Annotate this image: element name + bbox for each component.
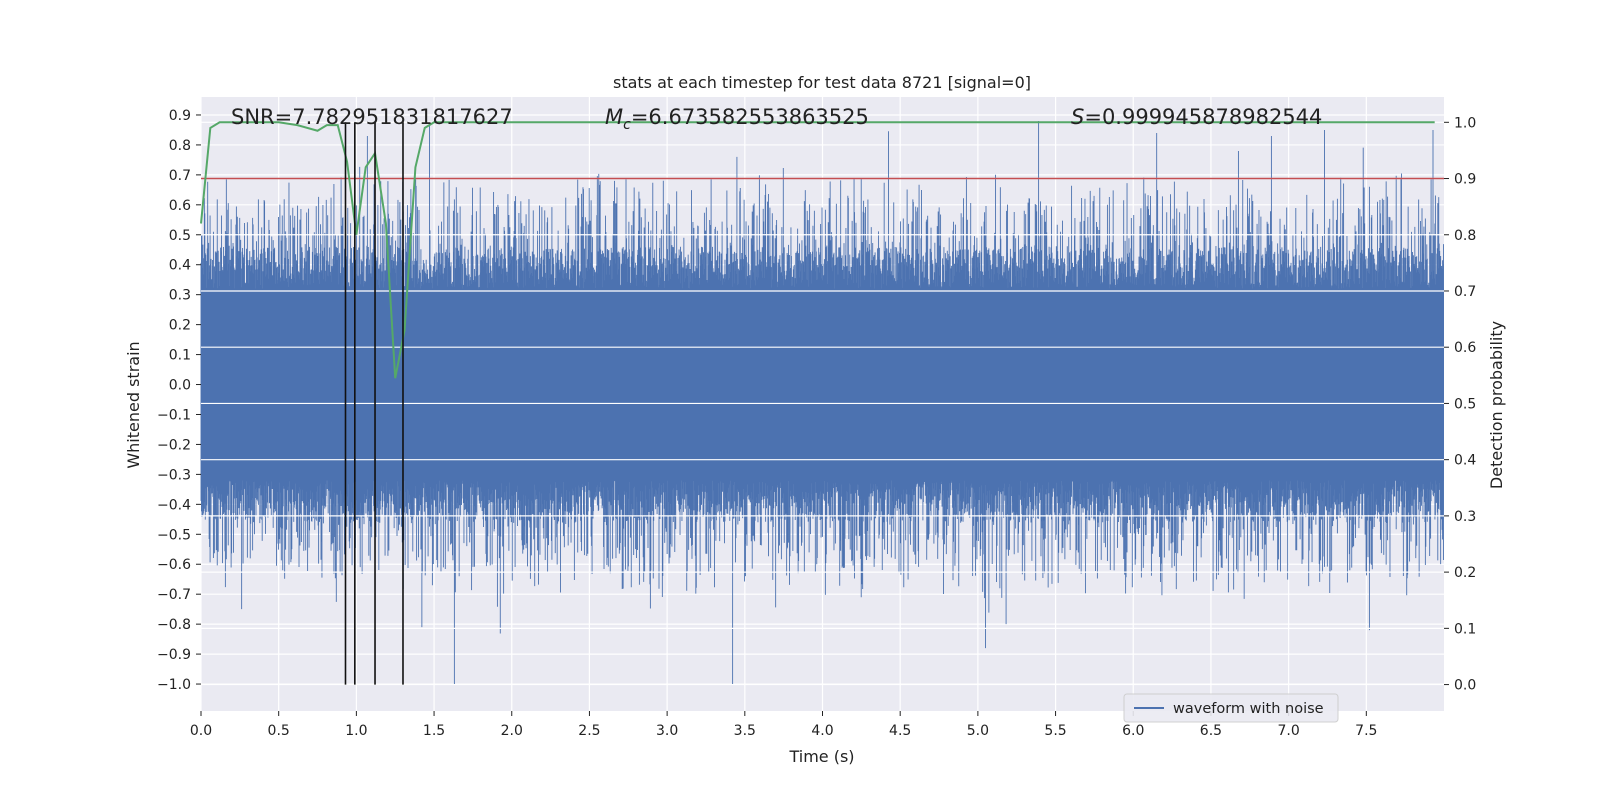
y-tick-label-left: 0.4: [169, 258, 191, 274]
y-tick-label-left: −0.2: [157, 437, 191, 453]
detection-probability-series: [200, 121, 1435, 379]
y-tick-label-left: −0.4: [157, 497, 191, 513]
chart-title: stats at each timestep for test data 872…: [613, 73, 1031, 92]
y-tick-label-left: −0.5: [157, 527, 191, 543]
y-tick-label-left: 0.0: [169, 378, 191, 394]
y-tick-label-left: 0.9: [169, 108, 191, 124]
s-symbol: S: [1071, 105, 1084, 129]
probability-line: [200, 121, 1435, 379]
x-axis-label: Time (s): [788, 747, 854, 766]
s-annotation: S=0.999945878982544: [1071, 105, 1322, 129]
x-tick-label: 0.0: [190, 723, 212, 739]
vertical-markers: [344, 122, 404, 685]
y-tick-label-right: 0.1: [1454, 621, 1476, 637]
y-tick-label-left: −0.8: [157, 617, 191, 633]
y-tick-label-left: −0.7: [157, 587, 191, 603]
mc-subscript: c: [623, 117, 631, 133]
y-tick-label-left: 0.5: [169, 228, 191, 244]
x-tick-label: 2.0: [501, 723, 523, 739]
y-tick-label-right: 0.2: [1454, 565, 1476, 581]
x-tick-label: 4.5: [889, 723, 911, 739]
y-tick-label-right: 0.4: [1454, 453, 1476, 469]
y-tick-label-left: 0.8: [169, 138, 191, 154]
x-tick-label: 3.0: [656, 723, 678, 739]
x-tick-label: 2.5: [578, 723, 600, 739]
x-tick-label: 1.5: [423, 723, 445, 739]
y-tick-label-left: 0.3: [169, 288, 191, 304]
y-tick-label-left: −0.1: [157, 407, 191, 423]
x-tick-label: 4.0: [811, 723, 833, 739]
y-tick-label-right: 0.6: [1454, 340, 1476, 356]
y-tick-label-left: 0.7: [169, 168, 191, 184]
y-tick-label-right: 0.5: [1454, 396, 1476, 412]
y-tick-label-right: 0.0: [1454, 678, 1476, 694]
x-tick-label: 5.0: [967, 723, 989, 739]
mc-annotation: Mc=6.673582553863525: [605, 105, 869, 133]
y-axis-label-left: Whitened strain: [124, 341, 143, 468]
legend-label: waveform with noise: [1173, 701, 1324, 717]
x-axis: 0.0 0.5 1.0 1.5 2.0 2.5 3.0 3.5 4.0 4.5 5.0 5.5 6.0 6…: [190, 711, 1377, 739]
x-tick-label: 6.5: [1200, 723, 1222, 739]
y-tick-label-left: −0.9: [157, 647, 191, 663]
y-tick-label-left: 0.6: [169, 198, 191, 214]
waveform-trace: [200, 120, 1444, 685]
x-tick-label: 1.0: [345, 723, 367, 739]
y-tick-label-left: 0.2: [169, 318, 191, 334]
x-tick-label: 5.5: [1044, 723, 1066, 739]
y-tick-label-right: 0.8: [1454, 228, 1476, 244]
y-axis-label-right: Detection probability: [1487, 321, 1506, 489]
legend: waveform with noise: [1123, 693, 1339, 723]
y-tick-label-left: −0.6: [157, 557, 191, 573]
y-tick-label-right: 0.7: [1454, 284, 1476, 300]
x-tick-label: 0.5: [268, 723, 290, 739]
y-tick-label-right: 0.9: [1454, 172, 1476, 188]
mc-symbol: M: [605, 105, 623, 129]
y-tick-label-left: 0.1: [169, 348, 191, 364]
y-tick-label-left: −0.3: [157, 467, 191, 483]
x-tick-label: 6.0: [1122, 723, 1144, 739]
waveform-series: [200, 120, 1444, 685]
s-value: =0.999945878982544: [1084, 105, 1322, 129]
right-y-axis: 1.0 0.9 0.8 0.7 0.6 0.5 0.4 0.3 0.2 0.1 0.0: [1444, 115, 1476, 694]
legend-box: [1123, 693, 1339, 723]
y-tick-label-right: 1.0: [1454, 115, 1476, 131]
left-y-axis: 0.9 0.8 0.7 0.6 0.5 0.4 0.3 0.2 0.1 0.0 −0.1 −0.2 −0…: [157, 108, 201, 693]
snr-annotation: SNR=7.782951831817627: [231, 105, 513, 129]
y-tick-label-right: 0.3: [1454, 509, 1476, 525]
x-tick-label: 7.0: [1277, 723, 1299, 739]
x-tick-label: 7.5: [1355, 723, 1377, 739]
x-tick-label: 3.5: [734, 723, 756, 739]
y-tick-label-left: −1.0: [157, 677, 191, 693]
mc-value: =6.673582553863525: [631, 105, 869, 129]
